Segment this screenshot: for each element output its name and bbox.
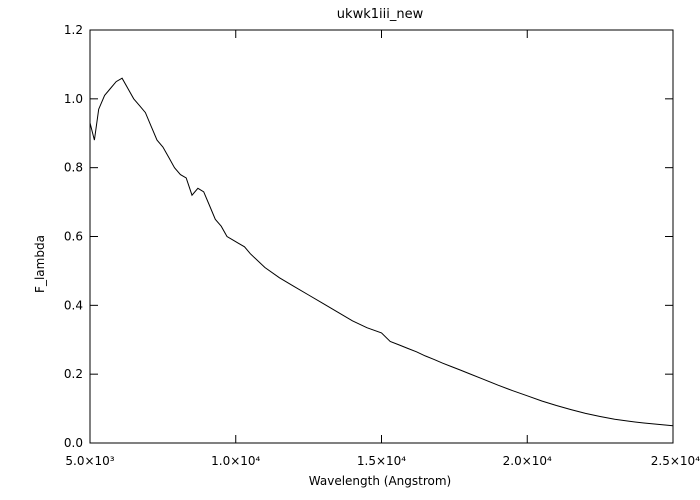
x-tick-label: 5.0×10³: [65, 454, 114, 468]
y-tick-label: 0.6: [64, 230, 83, 244]
chart-title: ukwk1iii_new: [337, 7, 424, 22]
x-axis: 5.0×10³ 1.0×10⁴ 1.5×10⁴ 2.0×10⁴ 2.5×10⁴: [65, 30, 700, 468]
x-tick-label: 1.0×10⁴: [211, 454, 260, 468]
y-tick-label: 0.8: [64, 161, 83, 175]
y-tick-label: 0.0: [64, 436, 83, 450]
y-tick-label: 1.2: [64, 23, 83, 37]
x-tick-label: 2.5×10⁴: [651, 454, 700, 468]
y-axis: 0.0 0.2 0.4 0.6 0.8 1.0 1.2: [64, 23, 673, 450]
x-tick-label: 1.5×10⁴: [357, 454, 406, 468]
y-tick-label: 0.4: [64, 298, 83, 312]
x-axis-label: Wavelength (Angstrom): [309, 474, 451, 488]
y-axis-label: F_lambda: [33, 235, 47, 293]
y-tick-label: 0.2: [64, 367, 83, 381]
plot-frame: [89, 29, 674, 444]
spectrum-line: [89, 77, 674, 427]
x-tick-label: 2.0×10⁴: [503, 454, 552, 468]
y-tick-label: 1.0: [64, 92, 83, 106]
